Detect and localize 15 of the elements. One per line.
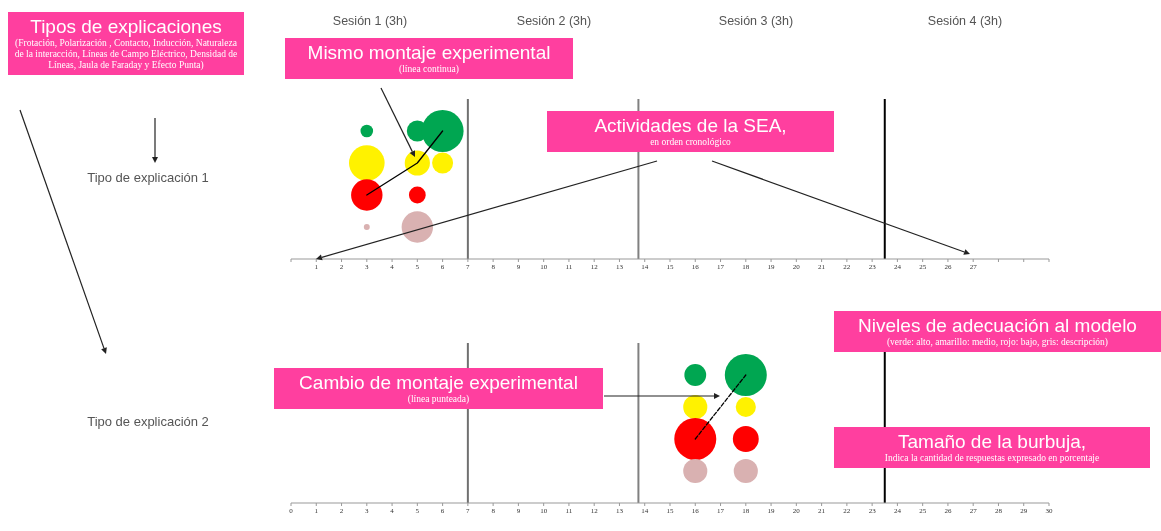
label-box: Niveles de adecuación al modelo (verde: alto, amarillo: medio, rojo: bajo, gris: descripción) bbox=[834, 311, 1161, 352]
y-axis-title: Tipo de explicación 2 bbox=[86, 414, 210, 429]
label-box: Tamaño de la burbuja, Indica la cantidad de respuestas expresado en porcentaje bbox=[834, 427, 1150, 468]
annotation: Tamaño de la burbuja, Indica la cantidad de respuestas expresado en porcentaje bbox=[883, 431, 1101, 464]
label-box: Mismo montaje experimental (línea continua) bbox=[285, 38, 573, 79]
text: Sesión 3 (3h) bbox=[717, 14, 795, 28]
label-box: Cambio de montaje experimental (línea punteada) bbox=[274, 368, 603, 409]
text: Sesión 2 (3h) bbox=[515, 14, 593, 28]
annotation: Cambio de montaje experimental (línea punteada) bbox=[298, 372, 579, 405]
text: Sesión 1 (3h) bbox=[331, 14, 409, 28]
y-axis-title: Tipo de explicación 1 bbox=[86, 170, 210, 185]
annotation: Actividades de la SEA, en orden cronológico bbox=[593, 115, 788, 148]
label-box: Actividades de la SEA, en orden cronológico bbox=[547, 111, 834, 152]
label-box: Tipos de explicaciones (Frotación, Polarización , Contacto, Inducción, Naturaleza de la interacción, Líneas de Campo Eléctrico, Densidad de Líneas, Jaula de Faraday y Efecto Punta) bbox=[8, 12, 244, 75]
text: Sesión 4 (3h) bbox=[926, 14, 1004, 28]
